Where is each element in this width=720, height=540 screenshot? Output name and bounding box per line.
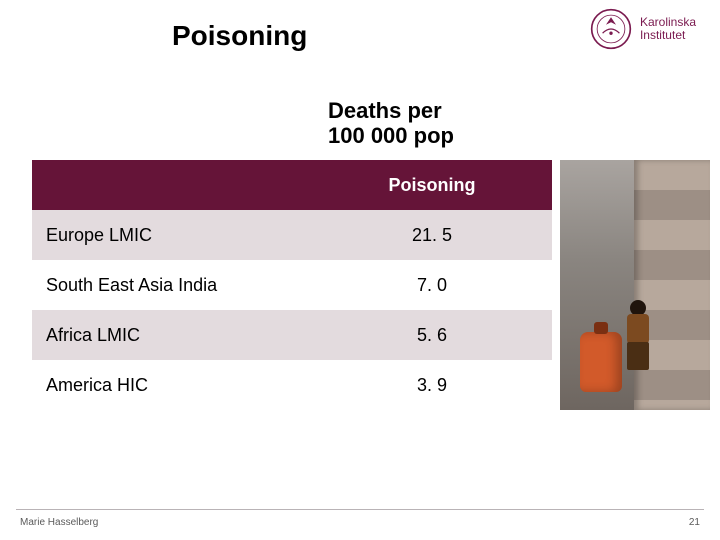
table-header-row: Poisoning — [32, 160, 552, 210]
photo-shelf — [634, 160, 710, 410]
table-header-region — [32, 160, 312, 210]
cell-region-1: South East Asia India — [32, 260, 312, 310]
table-row: America HIC 3. 9 — [32, 360, 552, 410]
page-title: Poisoning — [172, 20, 307, 52]
footer-author: Marie Hasselberg — [20, 517, 98, 528]
cell-region-0: Europe LMIC — [32, 210, 312, 260]
cell-value-2: 5. 6 — [312, 310, 552, 360]
cell-region-3: America HIC — [32, 360, 312, 410]
table-row: South East Asia India 7. 0 — [32, 260, 552, 310]
photo-person — [620, 300, 656, 370]
cell-value-1: 7. 0 — [312, 260, 552, 310]
brand-name-line2: Institutet — [640, 29, 696, 42]
subtitle-text: Deaths per 100 000 pop — [328, 98, 454, 148]
cell-region-2: Africa LMIC — [32, 310, 312, 360]
subtitle: Deaths per 100 000 pop — [328, 98, 454, 149]
footer-page-number: 21 — [689, 517, 700, 528]
cell-value-0: 21. 5 — [312, 210, 552, 260]
brand-logo: Karolinska Institutet — [590, 8, 696, 50]
cell-value-3: 3. 9 — [312, 360, 552, 410]
table-header-value: Poisoning — [312, 160, 552, 210]
slide: Karolinska Institutet Poisoning Deaths p… — [0, 0, 720, 540]
decorative-photo — [560, 160, 710, 410]
brand-name: Karolinska Institutet — [640, 16, 696, 42]
seal-icon — [590, 8, 632, 50]
data-table: Poisoning Europe LMIC 21. 5 South East A… — [32, 160, 552, 410]
table-row: Africa LMIC 5. 6 — [32, 310, 552, 360]
footer-rule — [16, 509, 704, 510]
photo-gas-cylinder — [580, 332, 622, 392]
table-row: Europe LMIC 21. 5 — [32, 210, 552, 260]
